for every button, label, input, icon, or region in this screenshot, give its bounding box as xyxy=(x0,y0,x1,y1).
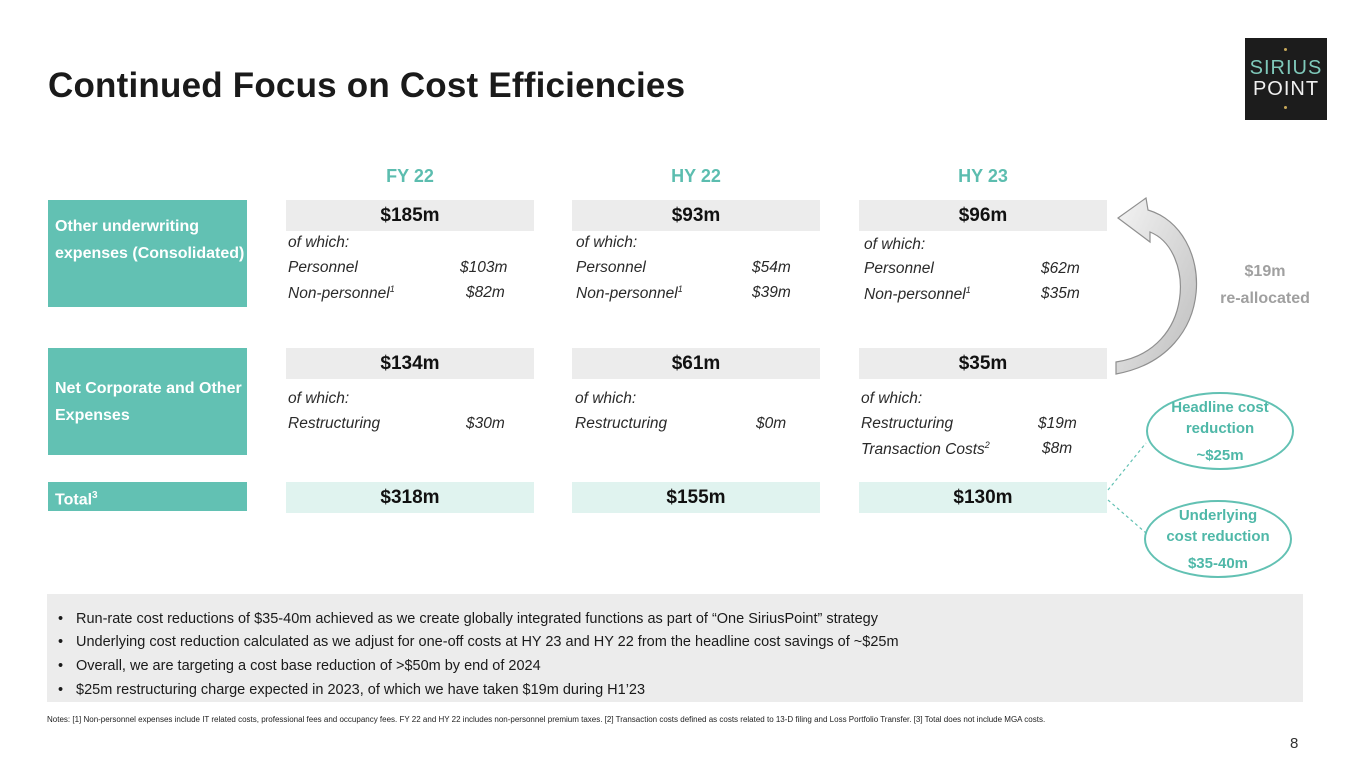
reallocated-label: re-allocated xyxy=(1220,290,1310,307)
restructuring-label: Restructuring xyxy=(861,415,954,432)
personnel-value: $62m xyxy=(1041,260,1080,277)
of-which-label: of which: xyxy=(575,390,637,407)
non-personnel-value: $35m xyxy=(1041,285,1080,302)
of-which-label: of which: xyxy=(861,390,923,407)
row-label-other-underwriting: Other underwriting expenses (Consolidate… xyxy=(48,200,247,307)
of-which-label: of which: xyxy=(864,236,926,253)
reallocation-arrow-icon xyxy=(1107,196,1198,534)
logo-line2: POINT xyxy=(1252,78,1320,100)
headline-value: ~$25m xyxy=(1196,446,1244,464)
other-uw-total-fy22: $185m xyxy=(286,200,534,231)
logo-star-bottom xyxy=(1284,106,1287,109)
headline-cost-reduction-bubble: Headline cost reduction ~$25m xyxy=(1146,392,1294,470)
of-which-label: of which: xyxy=(576,234,638,251)
headline-connector xyxy=(1107,442,1147,491)
headline-line1: Headline cost xyxy=(1171,398,1269,416)
non-personnel-value: $82m xyxy=(466,284,505,301)
total-label-text: Total xyxy=(55,491,93,509)
row-label-total: Total3 xyxy=(48,482,247,511)
net-corp-total-hy22: $61m xyxy=(572,348,820,379)
total-hy23: $130m xyxy=(859,482,1107,513)
bullet-text: Overall, we are targeting a cost base re… xyxy=(76,658,541,674)
transaction-costs-label: Transaction Costs2 xyxy=(861,440,990,459)
other-uw-total-hy22: $93m xyxy=(572,200,820,231)
footnote-ref: 1 xyxy=(965,285,971,295)
transaction-costs-value: $8m xyxy=(1042,440,1073,457)
reallocated-callout: $19m re-allocated xyxy=(1205,258,1325,312)
bullet-item: • Overall, we are targeting a cost base r… xyxy=(58,658,541,674)
underlying-connector xyxy=(1107,499,1147,534)
non-personnel-label: Non-personnel1 xyxy=(576,284,683,303)
total-fy22: $318m xyxy=(286,482,534,513)
reallocated-value: $19m xyxy=(1244,263,1286,280)
bullet-icon: • xyxy=(58,634,64,650)
bullet-text: Run-rate cost reductions of $35-40m achi… xyxy=(76,611,878,627)
logo-star-top xyxy=(1284,48,1287,51)
non-personnel-text: Non-personnel xyxy=(576,285,678,303)
underlying-line2: cost reduction xyxy=(1166,527,1270,545)
underlying-cost-reduction-bubble: Underlying cost reduction $35-40m xyxy=(1144,500,1292,578)
other-uw-total-hy23: $96m xyxy=(859,200,1107,231)
column-header-fy22: FY 22 xyxy=(386,166,434,186)
net-corp-total-fy22: $134m xyxy=(286,348,534,379)
restructuring-label: Restructuring xyxy=(575,415,668,432)
headline-line2: reduction xyxy=(1185,419,1255,437)
of-which-label: of which: xyxy=(288,390,350,407)
transaction-costs-text: Transaction Costs xyxy=(861,441,985,459)
bullet-icon: • xyxy=(58,611,64,627)
restructuring-value: $30m xyxy=(466,415,505,432)
of-which-label: of which: xyxy=(288,234,350,251)
footnote: Notes: [1] Non-personnel expenses includ… xyxy=(47,715,1046,724)
page-title: Continued Focus on Cost Efficiencies xyxy=(48,66,686,105)
bullet-item: • Run-rate cost reductions of $35-40m ach… xyxy=(58,611,878,627)
footnote-ref: 2 xyxy=(984,440,990,450)
underlying-value: $35-40m xyxy=(1187,554,1249,572)
restructuring-value: $19m xyxy=(1038,415,1077,432)
non-personnel-value: $39m xyxy=(752,284,791,301)
siriuspoint-logo: SIRIUS POINT xyxy=(1245,38,1327,120)
restructuring-value: $0m xyxy=(756,415,787,432)
underlying-line1: Underlying xyxy=(1178,506,1258,524)
total-label-sup: 3 xyxy=(92,490,98,501)
personnel-label: Personnel xyxy=(864,260,934,277)
bullet-item: • $25m restructuring charge expected in 2… xyxy=(58,682,645,698)
personnel-label: Personnel xyxy=(576,259,646,276)
non-personnel-text: Non-personnel xyxy=(288,285,390,303)
bullet-icon: • xyxy=(58,682,64,698)
net-corp-total-hy23: $35m xyxy=(859,348,1107,379)
personnel-value: $54m xyxy=(752,259,791,276)
row-label-net-corporate: Net Corporate and Other Expenses xyxy=(48,348,247,455)
restructuring-label: Restructuring xyxy=(288,415,381,432)
bullet-item: • Underlying cost reduction calculated as… xyxy=(58,634,899,650)
key-points-box xyxy=(47,594,1303,702)
column-header-hy23: HY 23 xyxy=(958,166,1008,186)
non-personnel-text: Non-personnel xyxy=(864,286,966,304)
footnote-ref: 1 xyxy=(389,284,395,294)
total-hy22: $155m xyxy=(572,482,820,513)
bullet-text: $25m restructuring charge expected in 20… xyxy=(76,682,646,698)
bullet-icon: • xyxy=(58,658,64,674)
non-personnel-label: Non-personnel1 xyxy=(288,284,395,303)
non-personnel-label: Non-personnel1 xyxy=(864,285,971,304)
column-header-hy22: HY 22 xyxy=(671,166,721,186)
logo-line1: SIRIUS xyxy=(1249,57,1323,79)
footnote-ref: 1 xyxy=(677,284,683,294)
personnel-value: $103m xyxy=(460,259,508,276)
personnel-label: Personnel xyxy=(288,259,358,276)
bullet-text: Underlying cost reduction calculated as … xyxy=(76,634,899,650)
page-number: 8 xyxy=(1290,735,1299,752)
